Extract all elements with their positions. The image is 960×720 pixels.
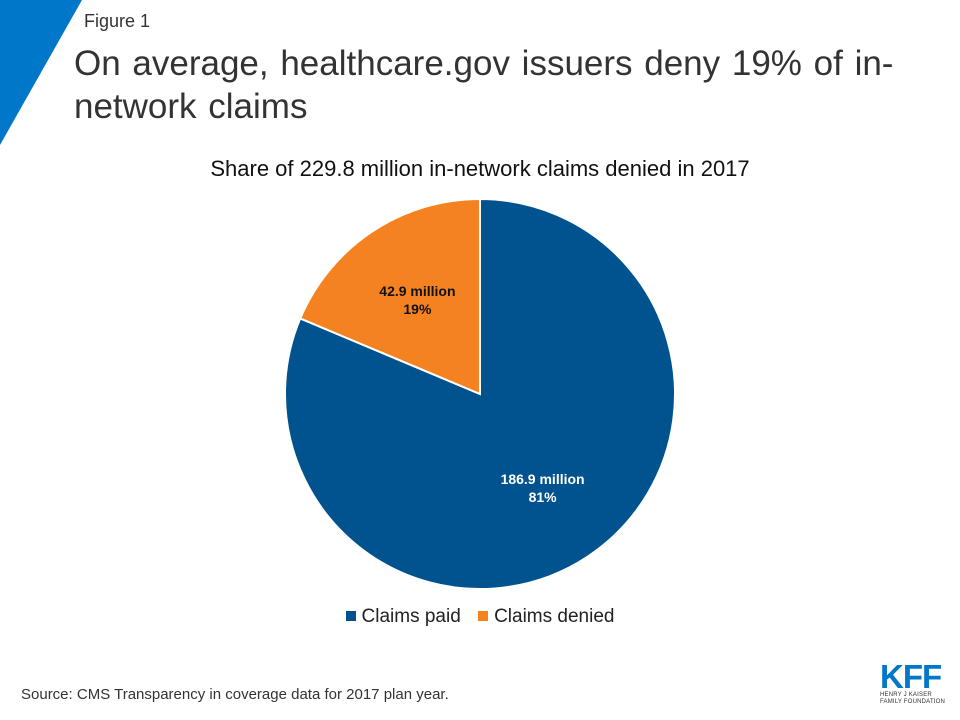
logo-line-2: FAMILY FOUNDATION: [880, 699, 946, 705]
chart-title: Share of 229.8 million in-network claims…: [210, 156, 750, 181]
data-label-value-1: 42.9 million: [379, 283, 455, 299]
page-title: On average, healthcare.gov issuers deny …: [74, 44, 894, 126]
data-label-value-0: 186.9 million: [501, 471, 585, 487]
data-label-percent-1: 19%: [403, 301, 432, 317]
legend-label-denied: Claims denied: [494, 606, 615, 627]
legend-swatch-denied: [478, 611, 489, 621]
figure-label: Figure 1: [84, 11, 151, 31]
legend-item-paid: Claims paid: [345, 606, 461, 628]
pie-slice-claims-denied: [298, 197, 481, 396]
legend-label-paid: Claims paid: [361, 606, 461, 627]
logo-line-1: HENRY J KAISER: [880, 692, 932, 698]
chart-legend: Claims paid Claims denied: [0, 606, 960, 628]
kff-logo: KFF HENRY J KAISER FAMILY FOUNDATION: [880, 658, 946, 706]
legend-item-denied: Claims denied: [478, 606, 614, 628]
data-label-percent-0: 81%: [529, 489, 558, 505]
corner-accent-triangle: [0, 0, 82, 145]
logo-mark: KFF: [880, 658, 942, 695]
source-note: Source: CMS Transparency in coverage dat…: [21, 686, 449, 703]
legend-swatch-paid: [345, 611, 356, 621]
